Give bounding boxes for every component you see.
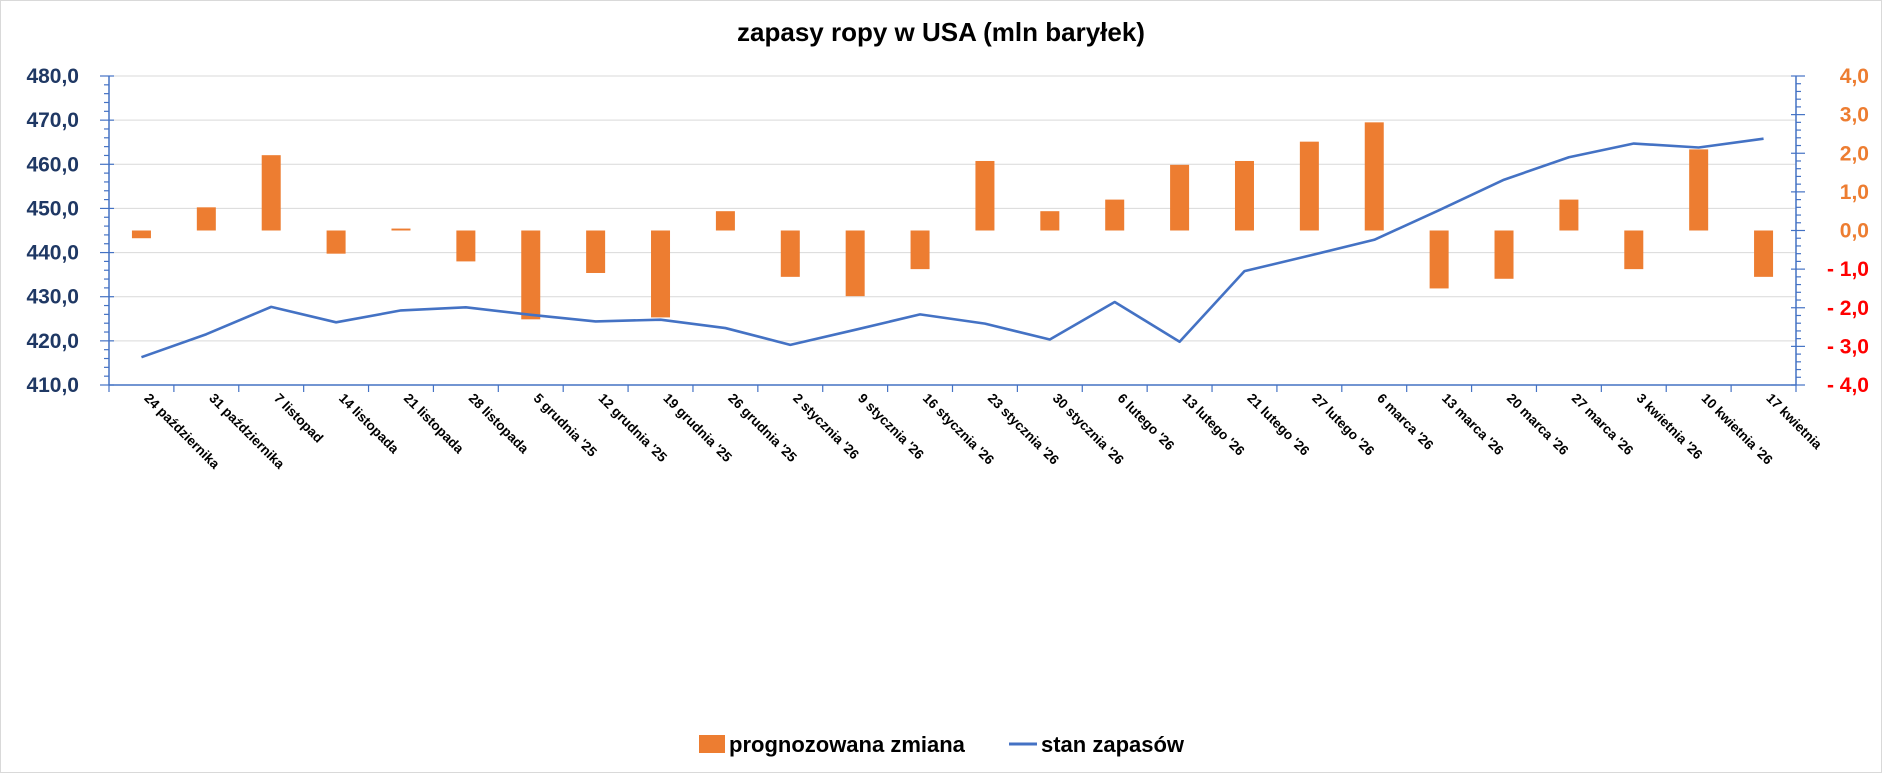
bar bbox=[1494, 230, 1514, 279]
y-right-tick-label: 3,0 bbox=[1840, 104, 1869, 127]
y-right-tick-label: - 4,0 bbox=[1827, 374, 1869, 397]
y-axis-right-ticks: 4,0 3,0 2,0 1,0 0,0 - 1,0 - 2,0 - 3,0 - 4,0 bbox=[1827, 65, 1869, 397]
y-left-tick-label: 420,0 bbox=[26, 330, 79, 353]
bar bbox=[651, 230, 671, 318]
bar bbox=[1364, 122, 1384, 231]
bar bbox=[456, 230, 476, 262]
bar bbox=[196, 207, 216, 231]
y-right-tick-label: 0,0 bbox=[1840, 220, 1869, 243]
x-tick-label: 7 listopad bbox=[271, 391, 326, 446]
y-left-tick-label: 470,0 bbox=[26, 109, 79, 132]
y-right-tick-label: 4,0 bbox=[1840, 65, 1869, 88]
x-tick-label: 5 grudnia '25 bbox=[531, 391, 600, 460]
bar bbox=[780, 230, 800, 277]
x-tick-label: 6 marca '26 bbox=[1374, 391, 1437, 454]
legend-label-line: stan zapasów bbox=[1041, 732, 1185, 757]
x-tick-label: 17 kwietnia bbox=[1763, 391, 1825, 453]
bar bbox=[586, 230, 606, 273]
legend-label-bar: prognozowana zmiana bbox=[729, 732, 966, 757]
y-left-tick-label: 450,0 bbox=[26, 197, 79, 220]
x-tick-label: 27 lutego '26 bbox=[1309, 391, 1377, 459]
legend: prognozowana zmiana stan zapasów bbox=[699, 732, 1185, 757]
bar bbox=[1559, 199, 1579, 231]
bar bbox=[326, 230, 346, 254]
y-left-tick-label: 440,0 bbox=[26, 242, 79, 265]
bar bbox=[521, 230, 541, 320]
bar bbox=[715, 211, 735, 231]
y-right-tick-label: - 1,0 bbox=[1827, 258, 1869, 281]
legend-swatch-bar bbox=[699, 735, 725, 753]
bar bbox=[1105, 199, 1125, 231]
y-right-tick-label: 1,0 bbox=[1840, 181, 1869, 204]
x-tick-label: 21 listopada bbox=[401, 391, 467, 457]
x-tick-label: 20 marca '26 bbox=[1504, 391, 1572, 459]
x-tick-label: 6 lutego '26 bbox=[1115, 391, 1178, 454]
y-right-tick-label: - 2,0 bbox=[1827, 297, 1869, 320]
bar bbox=[261, 155, 281, 231]
x-tick-label: 9 stycznia '26 bbox=[855, 391, 927, 463]
x-tick-label: 21 lutego '26 bbox=[1244, 391, 1312, 459]
x-tick-label: 13 marca '26 bbox=[1439, 391, 1507, 459]
bar-series bbox=[131, 122, 1774, 320]
gridlines bbox=[109, 75, 1796, 386]
x-tick-label: 14 listopada bbox=[336, 391, 402, 457]
axes bbox=[100, 75, 1805, 392]
y-left-tick-label: 430,0 bbox=[26, 286, 79, 309]
x-tick-label: 28 listopada bbox=[466, 391, 532, 457]
x-tick-label: 12 grudnia '25 bbox=[596, 391, 671, 466]
x-tick-label: 3 kwietnia '26 bbox=[1634, 391, 1706, 463]
x-tick-label: 26 grudnia '25 bbox=[725, 391, 800, 466]
x-tick-label: 16 stycznia '26 bbox=[920, 391, 997, 468]
line-series bbox=[141, 137, 1764, 359]
x-tick-label: 10 kwietnia '26 bbox=[1699, 391, 1776, 468]
y-left-tick-label: 460,0 bbox=[26, 153, 79, 176]
x-tick-label: 2 stycznia '26 bbox=[790, 391, 862, 463]
bar bbox=[1754, 230, 1774, 277]
bar bbox=[975, 160, 995, 231]
bar bbox=[1040, 211, 1060, 231]
x-tick-label: 19 grudnia '25 bbox=[660, 391, 735, 466]
bar bbox=[1429, 230, 1449, 289]
bar bbox=[1170, 164, 1190, 231]
y-left-tick-label: 410,0 bbox=[26, 374, 79, 397]
bar bbox=[1299, 141, 1319, 231]
bar bbox=[1689, 149, 1709, 231]
x-tick-label: 13 lutego '26 bbox=[1179, 391, 1247, 459]
bar bbox=[910, 230, 930, 270]
line-path bbox=[141, 137, 1764, 359]
y-left-tick-label: 480,0 bbox=[26, 65, 79, 88]
bar bbox=[845, 230, 865, 297]
bar bbox=[391, 228, 411, 231]
bar bbox=[131, 230, 151, 239]
bar bbox=[1624, 230, 1644, 270]
bar bbox=[1234, 160, 1254, 231]
x-tick-label: 27 marca '26 bbox=[1569, 391, 1637, 459]
y-right-tick-label: 2,0 bbox=[1840, 142, 1869, 165]
y-right-tick-label: - 3,0 bbox=[1827, 335, 1869, 358]
y-axis-left-ticks: 480,0 470,0 460,0 450,0 440,0 430,0 420,0 410,0 bbox=[26, 65, 79, 397]
chart-title: zapasy ropy w USA (mln baryłek) bbox=[737, 17, 1145, 47]
